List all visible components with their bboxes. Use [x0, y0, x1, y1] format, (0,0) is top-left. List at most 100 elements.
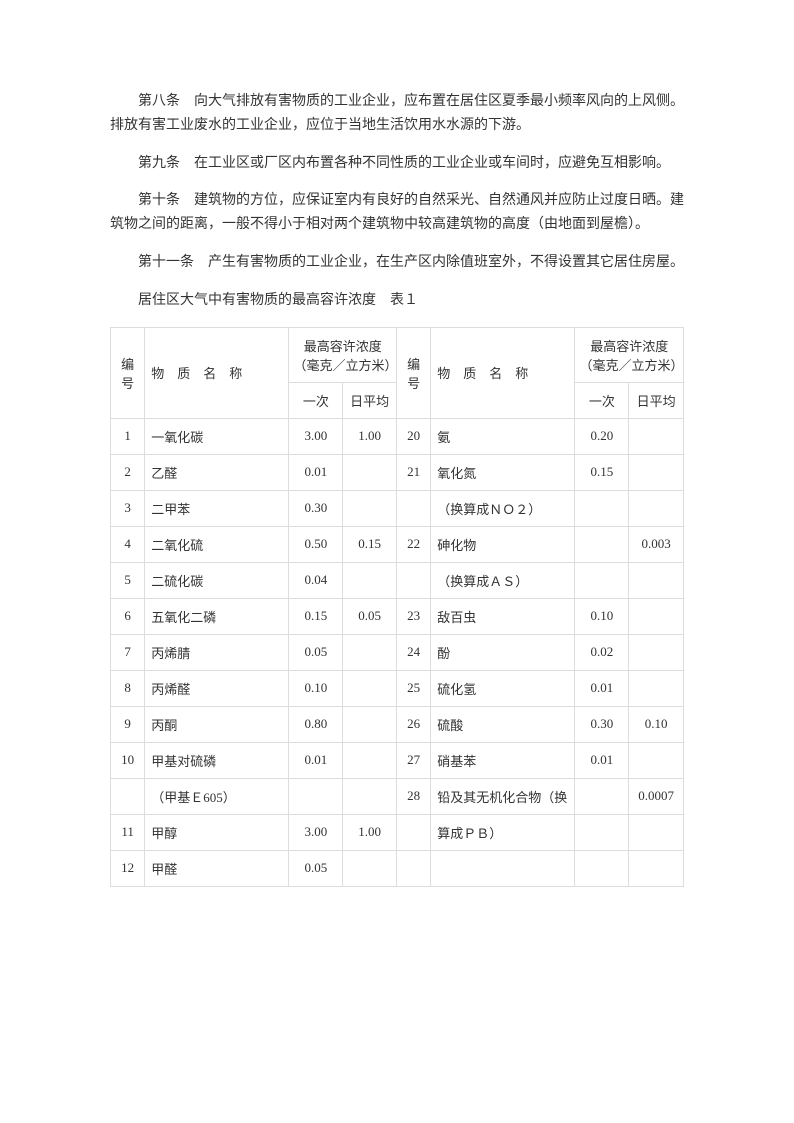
cell-once-left: 0.10: [289, 670, 343, 706]
cell-once-left: 0.05: [289, 850, 343, 886]
table-row: 12甲醛0.05: [111, 850, 684, 886]
cell-daily-left: [343, 562, 397, 598]
cell-name-left: 丙烯醛: [145, 670, 289, 706]
cell-name-left: 甲醇: [145, 814, 289, 850]
table-row: 5二硫化碳0.04（换算成ＡＳ）: [111, 562, 684, 598]
concentration-table: 编号 物 质 名 称 最高容许浓度（毫克／立方米） 编号 物 质 名 称 最高容…: [110, 327, 684, 887]
article-8: 第八条 向大气排放有害物质的工业企业，应布置在居住区夏季最小频率风向的上风侧。排…: [110, 90, 684, 138]
cell-name-left: 二硫化碳: [145, 562, 289, 598]
cell-once-right: 0.02: [575, 634, 629, 670]
article-11: 第十一条 产生有害物质的工业企业，在生产区内除值班室外，不得设置其它居住房屋。: [110, 251, 684, 275]
cell-name-left: 乙醛: [145, 454, 289, 490]
cell-daily-left: [343, 454, 397, 490]
cell-once-left: 0.01: [289, 742, 343, 778]
cell-num-right: 21: [397, 454, 431, 490]
cell-once-right: [575, 778, 629, 814]
cell-num-right: [397, 850, 431, 886]
header-once-right: 一次: [575, 382, 629, 418]
table-1-caption: 居住区大气中有害物质的最高容许浓度 表１: [110, 289, 684, 313]
cell-once-right: [575, 814, 629, 850]
cell-daily-left: 1.00: [343, 418, 397, 454]
cell-daily-right: [629, 598, 684, 634]
cell-num-left: 6: [111, 598, 145, 634]
cell-num-left: 2: [111, 454, 145, 490]
cell-name-right: 算成ＰＢ）: [431, 814, 575, 850]
cell-name-right: 硫酸: [431, 706, 575, 742]
cell-daily-left: [343, 850, 397, 886]
cell-daily-right: [629, 742, 684, 778]
cell-name-right: [431, 850, 575, 886]
table-row: 1一氧化碳3.001.0020氨0.20: [111, 418, 684, 454]
cell-once-right: [575, 850, 629, 886]
cell-num-right: 20: [397, 418, 431, 454]
cell-num-right: 23: [397, 598, 431, 634]
cell-num-left: [111, 778, 145, 814]
cell-num-left: 4: [111, 526, 145, 562]
cell-once-left: [289, 778, 343, 814]
cell-num-right: 24: [397, 634, 431, 670]
cell-daily-left: [343, 706, 397, 742]
cell-name-right: 氨: [431, 418, 575, 454]
cell-name-right: 敌百虫: [431, 598, 575, 634]
cell-num-right: [397, 814, 431, 850]
cell-daily-left: 0.05: [343, 598, 397, 634]
header-num-left: 编号: [111, 327, 145, 418]
header-conc-right: 最高容许浓度（毫克／立方米）: [575, 327, 684, 382]
cell-num-left: 3: [111, 490, 145, 526]
table-row: 2乙醛0.0121氧化氮0.15: [111, 454, 684, 490]
cell-num-left: 11: [111, 814, 145, 850]
cell-num-right: 22: [397, 526, 431, 562]
cell-name-right: 硫化氢: [431, 670, 575, 706]
cell-once-left: 0.50: [289, 526, 343, 562]
cell-num-right: 26: [397, 706, 431, 742]
cell-daily-left: [343, 742, 397, 778]
cell-once-left: 3.00: [289, 814, 343, 850]
cell-num-left: 5: [111, 562, 145, 598]
header-once-left: 一次: [289, 382, 343, 418]
table-row: 8丙烯醛0.1025硫化氢0.01: [111, 670, 684, 706]
table-row: 3二甲苯0.30（换算成ＮＯ２）: [111, 490, 684, 526]
header-conc-left: 最高容许浓度（毫克／立方米）: [289, 327, 397, 382]
cell-daily-right: [629, 454, 684, 490]
table-row: 6五氧化二磷0.150.0523敌百虫0.10: [111, 598, 684, 634]
cell-once-right: [575, 562, 629, 598]
cell-num-left: 1: [111, 418, 145, 454]
table-row: 4二氧化硫0.500.1522砷化物0.003: [111, 526, 684, 562]
cell-num-right: 25: [397, 670, 431, 706]
cell-daily-right: 0.10: [629, 706, 684, 742]
cell-once-right: 0.01: [575, 670, 629, 706]
table-row: 7丙烯腈0.0524酚0.02: [111, 634, 684, 670]
table-row: 11甲醇3.001.00 算成ＰＢ）: [111, 814, 684, 850]
table-row: 9丙酮0.8026硫酸0.300.10: [111, 706, 684, 742]
cell-daily-right: [629, 850, 684, 886]
cell-num-left: 12: [111, 850, 145, 886]
cell-daily-left: 1.00: [343, 814, 397, 850]
table-row: 10甲基对硫磷0.0127硝基苯0.01: [111, 742, 684, 778]
cell-once-left: 0.80: [289, 706, 343, 742]
cell-once-right: 0.01: [575, 742, 629, 778]
cell-once-left: 0.04: [289, 562, 343, 598]
cell-name-left: 二氧化硫: [145, 526, 289, 562]
cell-once-left: 0.30: [289, 490, 343, 526]
cell-daily-right: 0.0007: [629, 778, 684, 814]
cell-name-left: 一氧化碳: [145, 418, 289, 454]
article-9: 第九条 在工业区或厂区内布置各种不同性质的工业企业或车间时，应避免互相影响。: [110, 152, 684, 176]
cell-num-left: 10: [111, 742, 145, 778]
cell-name-left: 甲基对硫磷: [145, 742, 289, 778]
cell-num-right: 27: [397, 742, 431, 778]
cell-once-right: 0.20: [575, 418, 629, 454]
cell-name-left: 丙酮: [145, 706, 289, 742]
header-daily-left: 日平均: [343, 382, 397, 418]
cell-once-right: 0.10: [575, 598, 629, 634]
header-name-left: 物 质 名 称: [145, 327, 289, 418]
cell-num-right: [397, 562, 431, 598]
cell-daily-right: [629, 490, 684, 526]
cell-name-left: 丙烯腈: [145, 634, 289, 670]
cell-once-left: 0.15: [289, 598, 343, 634]
cell-name-right: 硝基苯: [431, 742, 575, 778]
cell-daily-left: [343, 490, 397, 526]
cell-daily-right: [629, 634, 684, 670]
cell-once-left: 0.05: [289, 634, 343, 670]
cell-name-right: 酚: [431, 634, 575, 670]
cell-once-left: 3.00: [289, 418, 343, 454]
